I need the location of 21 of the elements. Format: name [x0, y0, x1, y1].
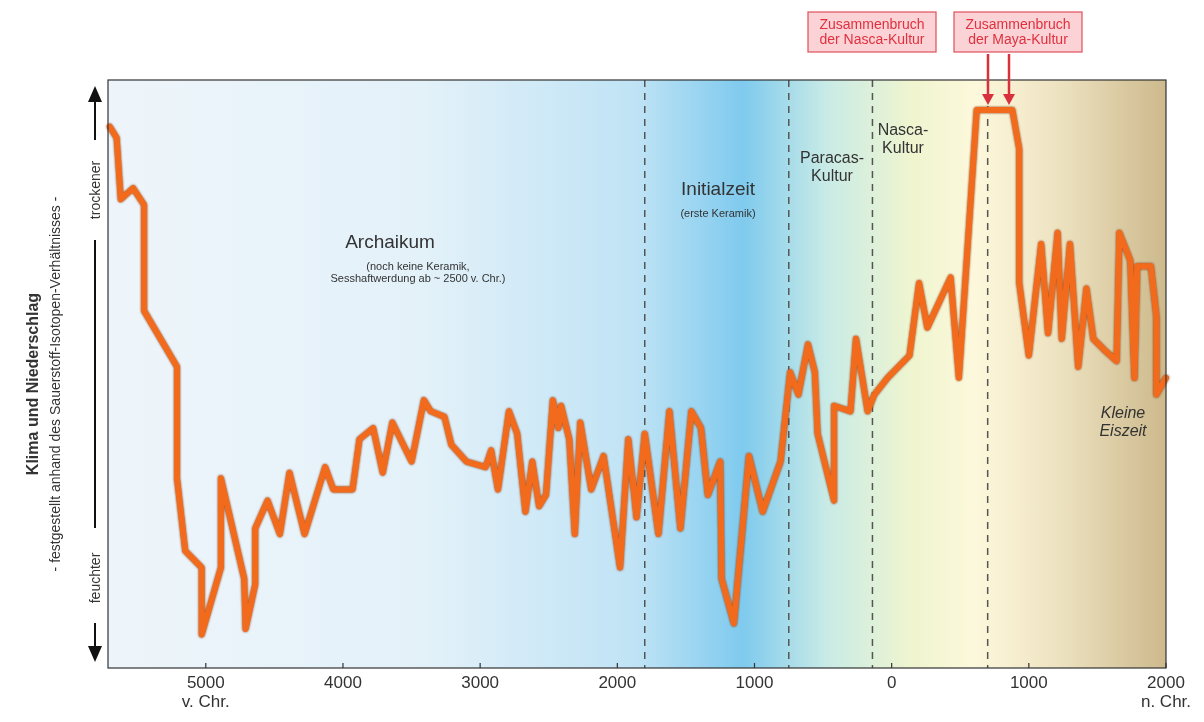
- annotation: (noch keine Keramik, Sesshaftwerdung ab ~ 2500 v. Chr.): [330, 260, 506, 285]
- annotation: (erste Keramik): [680, 207, 756, 219]
- annotation: Archaikum: [345, 231, 435, 252]
- x-tick-label: 2000: [598, 673, 637, 692]
- x-tick-label: 1000: [1009, 673, 1048, 692]
- text: Zusammenbruch der Nasca-Kultur: [819, 16, 925, 48]
- text: Zusammenbruch der Maya-Kultur: [965, 16, 1071, 48]
- text: - festgestellt anhand des Sauerstoff-Isotopen-Verhältnisses -: [47, 196, 63, 572]
- text: feuchter: [87, 552, 103, 604]
- x-tick-label: 4000: [324, 673, 362, 692]
- y-axis-title: Klima und Niederschlag: [24, 292, 41, 476]
- x-tick-label: 1000: [735, 673, 774, 692]
- x-tick-label: 0: [886, 673, 897, 692]
- text: trockener: [87, 160, 103, 220]
- annotation: Nasca- Kultur: [877, 121, 929, 156]
- annotation: Kleine Eiszeit: [1099, 404, 1148, 439]
- annotation: Initialzeit: [681, 178, 756, 199]
- x-tick-label: 2000 n. Chr.: [1140, 673, 1192, 711]
- x-tick-label: 3000: [461, 673, 500, 692]
- x-tick-label: 5000 v. Chr.: [181, 673, 230, 711]
- annotation: Paracas- Kultur: [799, 149, 865, 184]
